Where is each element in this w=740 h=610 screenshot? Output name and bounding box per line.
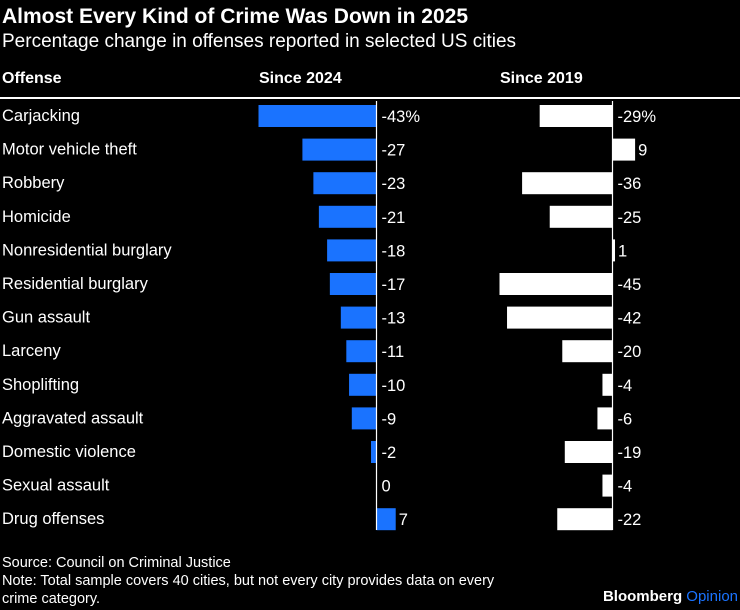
source-note: Source: Council on Criminal Justice [2,555,231,571]
category-label: Motor vehicle theft [2,141,137,159]
bar [499,273,613,295]
data-label: -4 [618,478,633,496]
data-label: -2 [382,444,397,462]
bar [340,306,377,329]
data-label: -21 [382,209,406,227]
category-label: Residential burglary [2,275,149,293]
header-rule [0,97,740,99]
bar [562,340,613,363]
bar [349,373,377,396]
bar [329,273,377,295]
footnote-line-2: crime category. [2,591,101,607]
bar [539,105,613,127]
chart-subtitle: Percentage change in offenses reported i… [2,31,517,52]
data-label: -20 [618,343,642,361]
bar [258,105,377,127]
data-label: 0 [382,478,391,496]
category-label: Carjacking [2,107,80,125]
bar [313,172,377,195]
bar [371,441,377,463]
bar [597,407,613,430]
bar [376,508,396,531]
bar [351,407,377,430]
bar [302,138,377,161]
data-label: -11 [382,343,405,361]
bar [602,474,613,497]
bar [327,239,377,262]
bar [602,373,613,396]
data-label: 7 [399,511,408,529]
brand-name: Bloomberg [602,588,683,605]
data-label: 1 [618,242,627,260]
bar-chart: Carjacking Motor vehicle theft Robbery Homi… [2,101,657,531]
since-2024-column-header: Since 2024 [259,70,342,87]
data-label: -10 [382,377,406,395]
category-label: Homicide [2,208,71,226]
bar [549,205,613,228]
category-label: Aggravated assault [2,409,144,427]
category-label: Shoplifting [2,376,79,394]
data-label: -22 [618,511,642,529]
category-label: Nonresidential burglary [2,241,172,259]
bar [612,138,636,161]
category-label: Drug offenses [2,510,104,528]
data-label: 9 [638,142,647,160]
data-label: -43% [382,108,421,126]
brand-logo: Bloomberg Opinion [603,588,738,605]
bar [346,340,377,363]
data-label: -13 [382,310,406,328]
bar [557,508,613,531]
data-label: -19 [618,444,642,462]
series-1: -43% -27 -23 -21 -18 -17 -13 -11 -10 -9 -2 07 [258,101,421,531]
category-label: Domestic violence [2,443,136,461]
data-label: -23 [382,175,406,193]
data-label: -42 [618,310,642,328]
category-label: Gun assault [2,309,90,327]
since-2019-column-header: Since 2019 [500,70,583,87]
data-label: -27 [382,142,406,160]
bar [564,441,613,463]
data-label: -17 [382,276,406,294]
category-label: Sexual assault [2,477,110,495]
data-label: -18 [382,242,406,260]
bar [507,306,613,329]
data-label: -25 [618,209,642,227]
data-label: -9 [382,410,397,428]
offense-column-header: Offense [2,70,62,87]
category-label: Robbery [2,174,65,192]
data-label: -36 [618,175,642,193]
brand-section: Opinion [686,588,738,605]
data-label: -45 [618,276,642,294]
bar [318,205,377,228]
data-label: -6 [618,410,633,428]
chart-title: Almost Every Kind of Crime Was Down in 2… [2,5,468,28]
data-label: -4 [618,377,633,395]
series-2: -29% 9 -36 -25 1 -45 -42 -20 -4 -6 -19 -4 -22 [499,101,657,531]
footnote-line-1: Note: Total sample covers 40 cities, but… [2,573,495,589]
data-label: -29% [618,108,657,126]
bar [612,239,616,262]
category-label: Larceny [2,342,61,360]
bar [522,172,613,195]
